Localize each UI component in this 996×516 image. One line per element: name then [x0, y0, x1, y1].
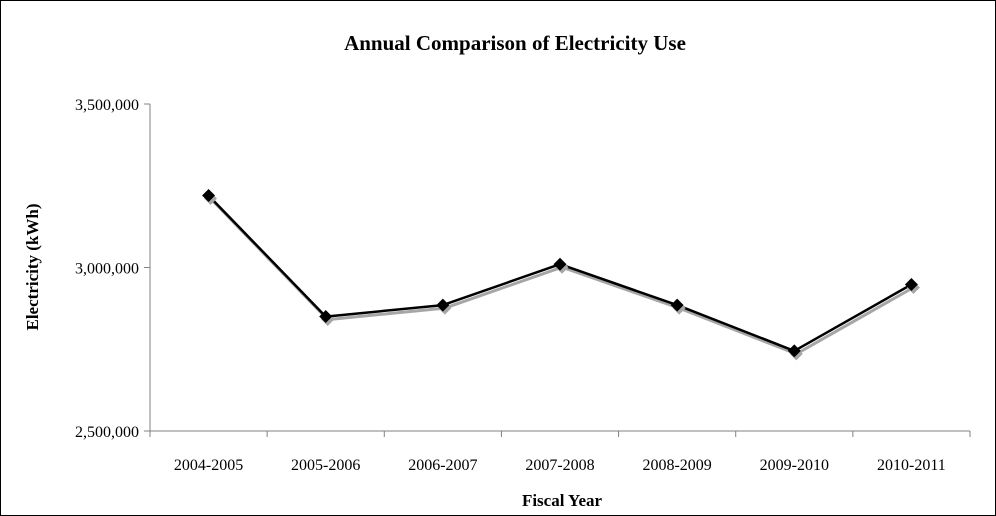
- data-point-marker: [202, 189, 216, 203]
- x-tick-label: 2010-2011: [877, 457, 946, 474]
- series-layer: [202, 189, 920, 361]
- x-tick-label: 2008-2009: [642, 457, 711, 474]
- y-tick-label: 3,000,000: [75, 261, 139, 278]
- series-line: [207, 194, 913, 353]
- data-point-marker: [319, 310, 333, 324]
- data-point-marker: [553, 257, 567, 271]
- data-point-marker: [436, 298, 450, 312]
- y-tick-label: 3,500,000: [75, 97, 139, 114]
- chart-title: Annual Comparison of Electricity Use: [344, 31, 686, 55]
- x-tick-label: 2009-2010: [760, 457, 829, 474]
- x-ticks: 2004-2005 2005-2006 2006-2007 2007-2008 2008…: [149, 431, 971, 474]
- x-axis-title: Fiscal Year: [522, 491, 603, 510]
- data-point-marker: [904, 278, 918, 292]
- data-point-marker: [787, 344, 801, 358]
- x-tick-label: 2005-2006: [291, 457, 360, 474]
- x-tick-label: 2007-2008: [525, 457, 594, 474]
- data-point-marker: [670, 298, 684, 312]
- series-line-shadow: [209, 197, 915, 356]
- y-axis-title: Electricity (kWh): [23, 204, 42, 331]
- y-tick-label: 2,500,000: [75, 424, 139, 441]
- y-ticks: 2,500,000 3,000,000 3,500,000: [75, 97, 150, 441]
- x-tick-label: 2004-2005: [174, 457, 243, 474]
- x-tick-label: 2006-2007: [408, 457, 477, 474]
